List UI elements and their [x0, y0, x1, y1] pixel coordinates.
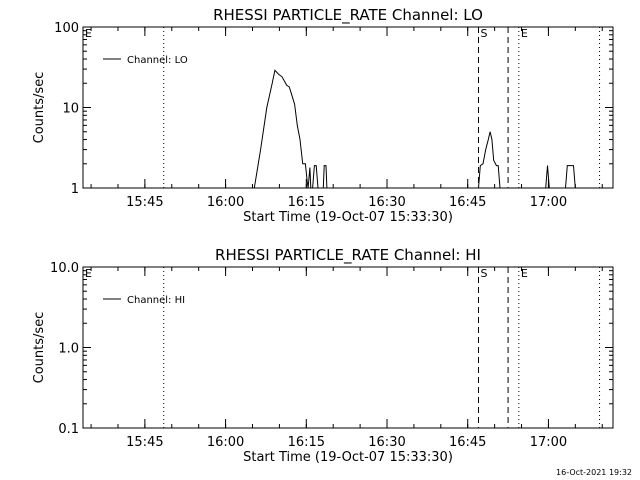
data-series-line	[545, 165, 550, 189]
y-tick-label: 10.0	[50, 261, 79, 276]
chart-title: RHESSI PARTICLE_RATE Channel: HI	[215, 246, 481, 265]
event-marker-label: E	[85, 267, 92, 280]
data-series-line	[253, 69, 328, 189]
event-marker-label: E	[85, 27, 92, 40]
x-axis-label: Start Time (19-Oct-07 15:33:30)	[243, 210, 453, 225]
chart-panel-2: RHESSI PARTICLE_RATE Channel: HI 0.1 1.0 10…	[32, 246, 614, 465]
event-marker-label: E	[521, 27, 528, 40]
event-marker-label: S	[480, 267, 487, 280]
x-tick-label: 16:30	[368, 435, 405, 450]
footer-timestamp: 16-Oct-2021 19:32	[556, 468, 632, 477]
data-series-line	[565, 165, 576, 189]
x-tick-label: 16:00	[207, 195, 244, 210]
event-marker-label: E	[521, 267, 528, 280]
x-tick-label: 17:00	[530, 195, 567, 210]
x-tick-label: 16:45	[449, 195, 486, 210]
legend-label: Channel: HI	[127, 295, 185, 306]
x-axis-label: Start Time (19-Oct-07 15:33:30)	[243, 450, 453, 465]
y-tick-label: 100	[54, 21, 79, 36]
x-tick-label: 16:45	[449, 435, 486, 450]
chart-panels: RHESSI PARTICLE_RATE Channel: LO 1 10 100 15…	[32, 6, 614, 465]
y-axis-label: Counts/sec	[32, 72, 47, 144]
event-marker-label: S	[480, 27, 487, 40]
x-tick-label: 15:45	[126, 195, 163, 210]
x-tick-label: 16:15	[288, 195, 325, 210]
y-tick-label: 1.0	[58, 342, 79, 357]
y-tick-label: 0.1	[58, 422, 79, 437]
legend-label: Channel: LO	[127, 55, 188, 66]
y-tick-label: 10	[62, 102, 79, 117]
x-tick-label: 17:00	[530, 435, 567, 450]
chart-panel-1: RHESSI PARTICLE_RATE Channel: LO 1 10 100 15…	[32, 6, 614, 225]
data-series-line	[478, 131, 501, 189]
y-tick-label: 1	[71, 182, 79, 197]
y-axis-label: Counts/sec	[32, 312, 47, 384]
chart-title: RHESSI PARTICLE_RATE Channel: LO	[213, 6, 483, 25]
x-tick-label: 16:15	[288, 435, 325, 450]
x-tick-label: 15:45	[126, 435, 163, 450]
x-tick-label: 16:00	[207, 435, 244, 450]
x-tick-label: 16:30	[368, 195, 405, 210]
